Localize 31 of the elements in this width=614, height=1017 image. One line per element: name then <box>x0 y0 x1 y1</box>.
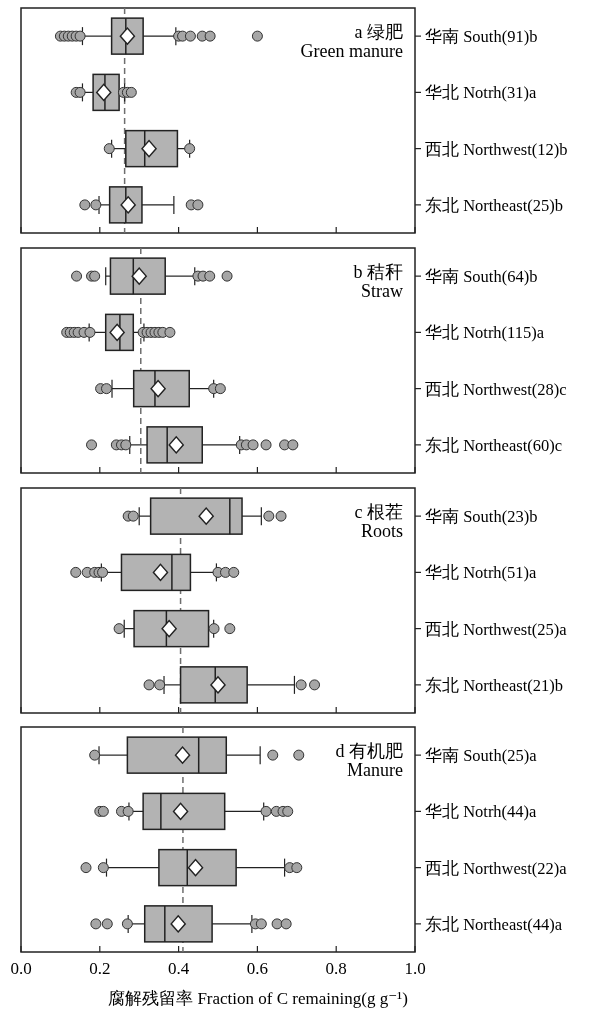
y-tick-label: 华南 South(64)b <box>425 267 538 287</box>
annotation: Roots <box>360 521 403 541</box>
annotation: b 秸秆 <box>353 262 403 282</box>
y-tick-label: 华南 South(25)a <box>425 746 538 766</box>
y-tick-label: 华北 Notrh(51)a <box>425 563 538 583</box>
annotation: d 有机肥 <box>335 741 403 761</box>
x-tick-label: 0.6 <box>246 959 269 978</box>
y-tick-label: 华北 Notrh(115)a <box>425 323 545 343</box>
x-tick-label: 0.4 <box>167 959 190 978</box>
y-tick-label: 华南 South(91)b <box>425 27 538 47</box>
x-tick-label: 0.2 <box>89 959 111 978</box>
y-tick-label: 东北 Northeast(44)a <box>425 914 563 934</box>
y-tick-label: 东北 Northeast(60)c <box>425 435 563 455</box>
x-tick-label: 0.8 <box>325 959 347 978</box>
y-tick-label: 华北 Notrh(31)a <box>425 83 538 103</box>
annotation: Manure <box>347 760 403 780</box>
y-tick-label: 西北 Northwest(28)c <box>425 379 567 399</box>
annotation: a 绿肥 <box>354 22 403 42</box>
annotation: c 根茬 <box>354 502 403 522</box>
x-axis-title: 腐解残留率 Fraction of C remaining(g g⁻¹) <box>108 989 408 1008</box>
x-tick-label: 1.0 <box>404 959 426 978</box>
y-tick-label: 华北 Notrh(44)a <box>425 802 538 822</box>
y-tick-label: 西北 Northwest(12)b <box>425 139 568 159</box>
y-tick-label: 西北 Northwest(22)a <box>425 858 568 878</box>
y-tick-label: 东北 Northeast(25)b <box>425 195 564 215</box>
annotation: Straw <box>361 281 403 301</box>
x-tick-label: 0.0 <box>10 959 32 978</box>
annotation: Green manure <box>300 41 403 61</box>
y-tick-label: 西北 Northwest(25)a <box>425 619 568 639</box>
y-tick-label: 华南 South(23)b <box>425 507 538 527</box>
y-tick-label: 东北 Northeast(21)b <box>425 675 564 695</box>
